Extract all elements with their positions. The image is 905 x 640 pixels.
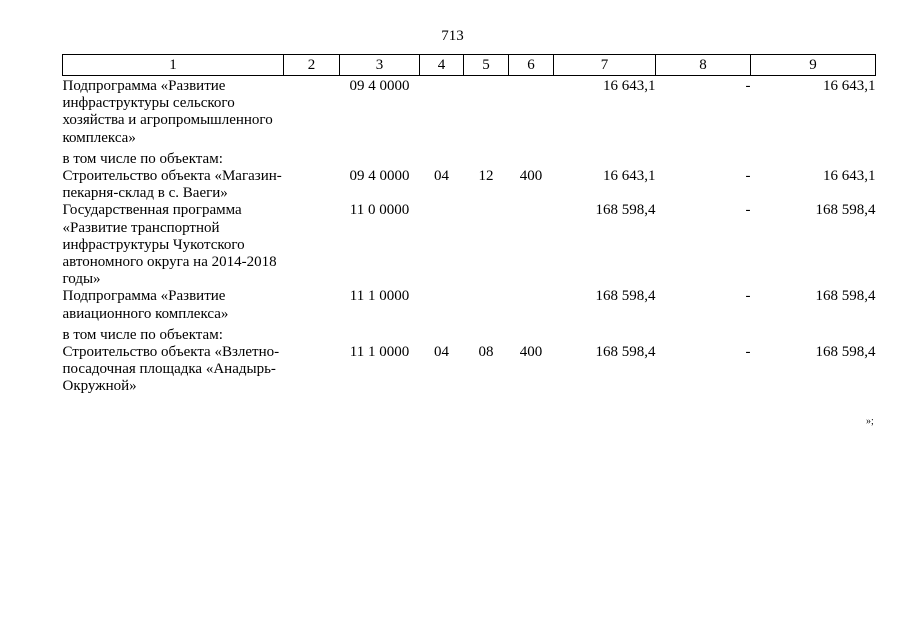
cell-col2: [284, 202, 340, 288]
page-number: 713: [441, 28, 464, 44]
cell-col5: [464, 323, 509, 344]
cell-col5: 12: [478, 168, 494, 185]
table-header: 1 2 3 4 5 6 7 8 9: [62, 54, 876, 76]
cell-col2: [284, 344, 340, 396]
cell-col5: [464, 288, 509, 322]
column-header-1: 1: [62, 54, 284, 76]
cell-col7: 16 643,1: [603, 78, 656, 94]
table-row-state-program-transport: Государственная программа «Развитие тран…: [63, 202, 876, 288]
cell-col3: 11 0 0000: [349, 202, 410, 219]
cell-col2: [284, 168, 340, 202]
cell-col1: в том числе по объектам:: [62, 150, 223, 167]
table-row-including-objects: в том числе по объектам:: [63, 323, 876, 344]
table-row-construction-vaegi: Строительство объекта «Магазин-пекарня-с…: [63, 168, 876, 202]
cell-col6: [509, 288, 554, 322]
cell-col8: -: [745, 78, 751, 94]
cell-col6: 400: [519, 344, 543, 361]
cell-col6: [509, 76, 554, 147]
cell-col9: [751, 147, 876, 168]
cell-col7: 168 598,4: [595, 202, 656, 219]
cell-col3: [340, 323, 420, 344]
cell-col2: [284, 76, 340, 147]
table-row-including-objects: в том числе по объектам:: [63, 147, 876, 168]
table-header-row: 1 2 3 4 5 6 7 8 9: [62, 54, 876, 76]
cell-col5: [464, 76, 509, 147]
cell-col3: 09 4 0000: [349, 78, 410, 94]
cell-col9: 168 598,4: [815, 202, 876, 219]
cell-col1: Строительство объекта «Взлетно-посадочна…: [62, 344, 280, 395]
closing-quote-mark: »;: [866, 416, 874, 427]
cell-col9: [751, 323, 876, 344]
cell-col7: [554, 147, 656, 168]
cell-col6: [509, 147, 554, 168]
cell-col8: [656, 147, 751, 168]
table-row-subprogram-aviation: Подпрограмма «Развитие авиационного комп…: [63, 288, 876, 322]
cell-col4: [420, 76, 464, 147]
cell-col2: [284, 323, 340, 344]
cell-col5: [464, 202, 509, 288]
column-header-2: 2: [283, 54, 340, 76]
cell-col1: Государственная программа «Развитие тран…: [62, 202, 277, 288]
column-header-3: 3: [339, 54, 420, 76]
cell-col9: 168 598,4: [815, 344, 876, 361]
cell-col4: 04: [434, 344, 449, 361]
cell-col7: 16 643,1: [603, 168, 656, 185]
cell-col9: 16 643,1: [823, 78, 876, 94]
cell-col8: -: [745, 202, 751, 219]
cell-col4: 04: [434, 168, 449, 185]
cell-col4: [420, 288, 464, 322]
cell-col1: Подпрограмма «Развитие авиационного комп…: [62, 288, 229, 322]
table-row-construction-airstrip: Строительство объекта «Взлетно-посадочна…: [63, 344, 876, 396]
column-header-8: 8: [655, 54, 751, 76]
cell-col4: [420, 147, 464, 168]
cell-col3: 11 1 0000: [349, 344, 410, 361]
cell-col1: в том числе по объектам:: [62, 326, 223, 343]
table-body: Подпрограмма «Развитие инфраструктуры се…: [63, 76, 876, 396]
table-row-subprogram-agro: Подпрограмма «Развитие инфраструктуры се…: [63, 76, 876, 147]
column-header-6: 6: [508, 54, 554, 76]
cell-col8: -: [745, 344, 751, 361]
column-header-7: 7: [553, 54, 656, 76]
cell-col7: [554, 323, 656, 344]
cell-col7: 168 598,4: [595, 288, 656, 305]
cell-col7: 168 598,4: [595, 344, 656, 361]
cell-col8: -: [745, 168, 751, 185]
column-header-4: 4: [419, 54, 464, 76]
cell-col5: [464, 147, 509, 168]
cell-col3: 11 1 0000: [349, 288, 410, 305]
cell-col3: [340, 147, 420, 168]
cell-col5: 08: [478, 344, 494, 361]
cell-col3: 09 4 0000: [349, 168, 410, 185]
cell-col8: [656, 323, 751, 344]
budget-table: 1 2 3 4 5 6 7 8 9 Подпрограмма «Развитие…: [62, 54, 876, 396]
cell-col2: [284, 147, 340, 168]
cell-col2: [284, 288, 340, 322]
cell-col9: 16 643,1: [823, 168, 876, 185]
cell-col8: -: [745, 288, 751, 305]
cell-col6: [509, 323, 554, 344]
cell-col1: Подпрограмма «Развитие инфраструктуры се…: [62, 78, 273, 146]
column-header-9: 9: [750, 54, 876, 76]
cell-col4: [420, 323, 464, 344]
cell-col4: [420, 202, 464, 288]
cell-col6: [509, 202, 554, 288]
cell-col6: 400: [519, 168, 543, 185]
cell-col1: Строительство объекта «Магазин-пекарня-с…: [62, 168, 282, 202]
column-header-5: 5: [463, 54, 509, 76]
cell-col9: 168 598,4: [815, 288, 876, 305]
